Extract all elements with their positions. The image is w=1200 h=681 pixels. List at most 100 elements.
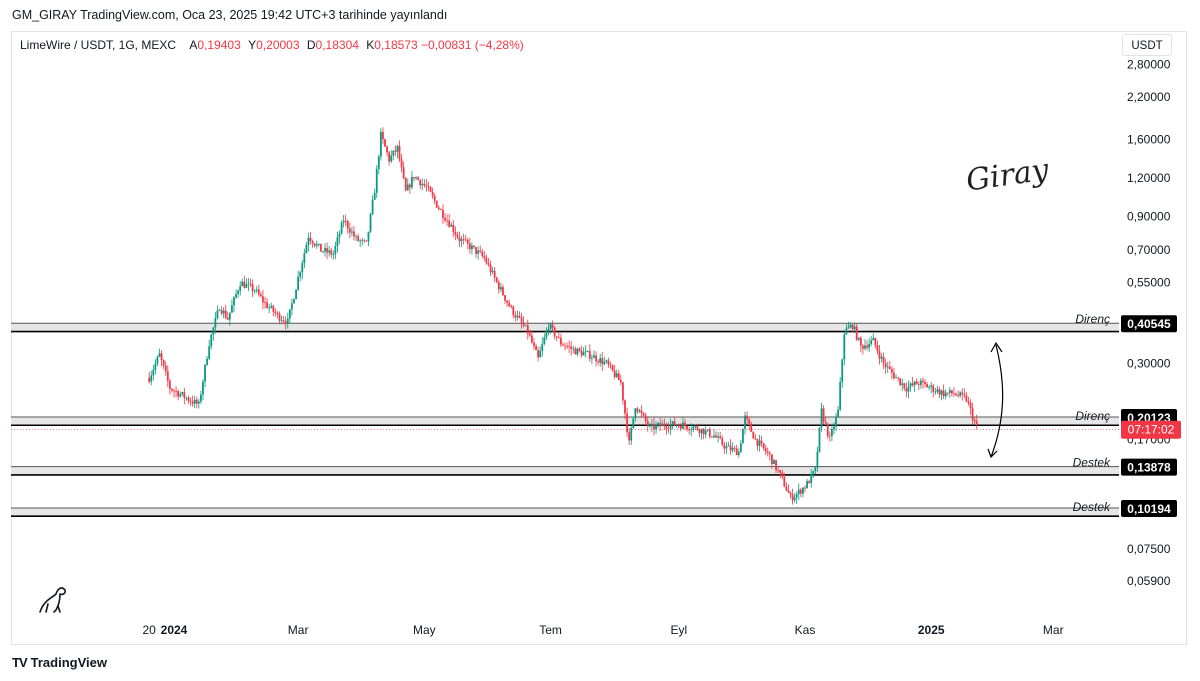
candle-body: [239, 286, 242, 291]
candle-body: [481, 251, 484, 256]
candle-body: [640, 410, 643, 414]
level-zone[interactable]: [11, 416, 1119, 426]
candle-body: [791, 494, 794, 501]
candle-body: [694, 426, 697, 427]
candle-body: [369, 213, 372, 232]
candle-body: [427, 186, 430, 188]
candle-body: [719, 436, 722, 439]
candle-body: [224, 310, 227, 318]
tradingview-logo[interactable]: TV TradingView: [12, 655, 107, 670]
candle-body: [725, 446, 728, 449]
candle-body: [868, 343, 871, 348]
candle-body: [957, 395, 959, 397]
candle-body: [160, 353, 163, 361]
candle-body: [330, 250, 333, 255]
candle-body: [348, 228, 351, 233]
candle-body: [613, 370, 616, 378]
candle-body: [390, 155, 393, 162]
currency-button[interactable]: USDT: [1122, 34, 1172, 56]
candle-body: [388, 152, 391, 162]
symbol-title[interactable]: LimeWire / USDT, 1G, MEXC: [20, 38, 177, 52]
level-price-label: 0,13878: [1127, 461, 1171, 475]
candle-body: [301, 262, 304, 273]
candle-body: [795, 494, 798, 498]
candle-body: [328, 250, 331, 253]
level-zone[interactable]: [11, 507, 1119, 517]
candle-body: [781, 472, 784, 477]
candle-body: [601, 358, 604, 365]
time-axis[interactable]: 20 2024 Mar May Tem Eyl Kas 2025 Mar: [142, 623, 1063, 637]
level-zone[interactable]: [11, 466, 1119, 475]
candle-body: [338, 233, 341, 238]
candle-body: [504, 295, 506, 301]
candle-body: [735, 448, 738, 456]
candle-body: [901, 383, 904, 386]
candle-body: [502, 287, 504, 296]
x-tick-label: May: [413, 623, 436, 637]
candle-body: [851, 324, 854, 329]
candle-body: [595, 355, 597, 362]
candle-body: [845, 328, 848, 335]
candle-body: [847, 327, 850, 329]
candle-body: [340, 222, 343, 234]
candle-body: [336, 237, 339, 246]
candle-body: [324, 248, 326, 252]
candle-body: [913, 381, 916, 386]
candle-body: [365, 240, 368, 242]
candle-body: [903, 383, 906, 389]
level-zone[interactable]: [11, 323, 1119, 332]
candle-body: [406, 184, 409, 191]
candle-body: [262, 296, 264, 303]
countdown-label: 07:17:02: [1128, 423, 1175, 437]
candle-body: [247, 283, 250, 285]
candle-body: [942, 390, 945, 397]
price-axis[interactable]: 2,80000 2,20000 1,60000 1,20000 0,90000 0,700…: [1127, 58, 1171, 588]
candle-body: [950, 390, 953, 394]
candle-body: [375, 169, 378, 193]
candle-body: [967, 401, 970, 403]
level-name: Destek: [1073, 456, 1111, 470]
price-label-box: [1121, 499, 1177, 517]
candle-body: [185, 397, 188, 399]
candle-body: [514, 315, 517, 318]
candle-body: [499, 287, 502, 290]
candle-body: [351, 231, 353, 233]
candle-body: [611, 365, 614, 371]
candle-body: [433, 195, 436, 201]
candle-body: [568, 346, 571, 348]
candle-body: [413, 177, 415, 179]
price-label-box: [1121, 458, 1177, 476]
candle-body: [617, 373, 620, 381]
candle-body: [278, 313, 281, 321]
candle-body: [179, 394, 182, 397]
double-arrow-drawing[interactable]: [987, 341, 1004, 459]
candle-body: [932, 385, 935, 392]
candle-body: [253, 290, 256, 292]
candle-body: [880, 356, 883, 359]
candle-body: [460, 239, 463, 242]
candle-body: [373, 192, 376, 200]
candle-body: [673, 421, 676, 426]
candle-body: [655, 424, 657, 430]
candle-body: [303, 253, 306, 263]
candle-body: [874, 337, 877, 346]
candle-body: [866, 345, 868, 348]
candle-body: [886, 366, 889, 368]
candle-body: [231, 305, 233, 313]
candle-body: [934, 391, 937, 393]
candle-body: [905, 388, 908, 392]
candle-body: [526, 325, 529, 334]
candle-body: [255, 289, 258, 291]
candle-body: [158, 353, 161, 357]
low-value: 0,18304: [315, 38, 359, 52]
candle-body: [156, 356, 159, 364]
candle-body: [636, 408, 639, 412]
candle-body: [404, 177, 407, 191]
chart-legend: LimeWire / USDT, 1G, MEXC A0,19403 Y0,20…: [20, 38, 524, 52]
candle-body: [555, 336, 558, 338]
candle-body: [371, 199, 374, 214]
candle-body: [468, 243, 471, 250]
candle-body: [591, 357, 593, 359]
